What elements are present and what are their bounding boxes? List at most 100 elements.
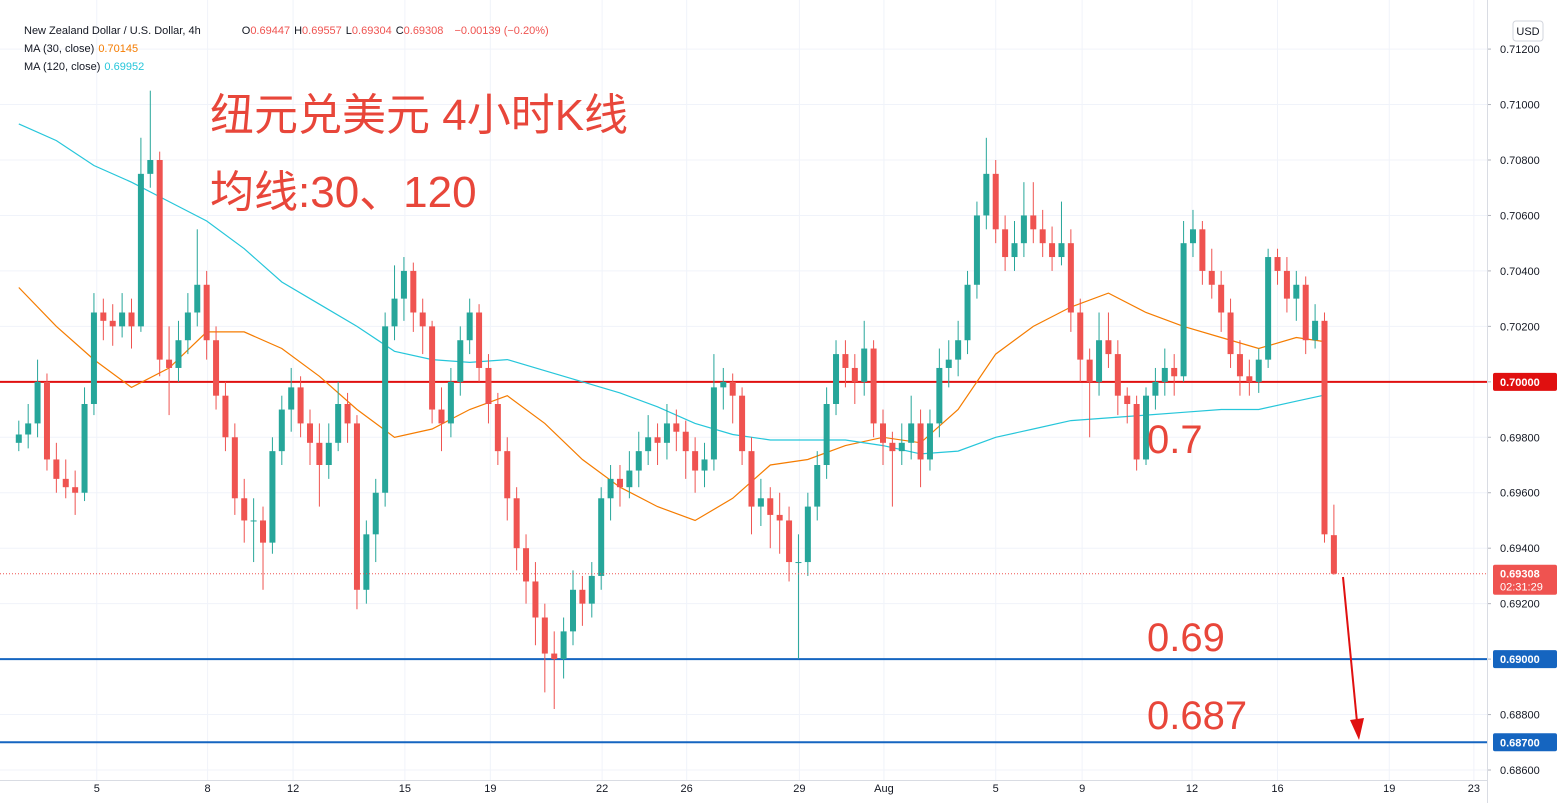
candle-body (241, 498, 248, 521)
candle-body (1180, 243, 1187, 377)
candle-body (720, 381, 727, 388)
y-tick-label: 0.69400 (1500, 543, 1540, 555)
candle-body (447, 381, 454, 424)
candle-body (1283, 270, 1290, 299)
ohlc-value: 0.69447 (250, 25, 291, 37)
candle-body (494, 404, 501, 452)
change: −0.00139 (−0.20%) (454, 25, 549, 37)
candle-body (1030, 215, 1037, 230)
annotation: 均线:30、120 (210, 168, 477, 217)
ohlc-key: C (395, 25, 404, 37)
candle-body (692, 451, 699, 471)
x-tick-label: 19 (484, 783, 496, 795)
candle-body (231, 437, 238, 499)
candle-body (382, 326, 389, 493)
arrow (1342, 576, 1358, 723)
currency-box[interactable] (1512, 20, 1544, 42)
candle-body (898, 442, 905, 452)
candle-body (194, 284, 201, 313)
y-tick-label: 0.68800 (1500, 710, 1540, 722)
candle-body (917, 423, 924, 460)
candle-body (81, 404, 88, 493)
annotation: 纽元兑美元 4小时K线 (210, 91, 628, 140)
candle-body (523, 548, 530, 582)
axis: 0.68600 0.68800 0.69000 0.69200 0.69400 0.696… (94, 44, 1557, 795)
candle-body (100, 312, 107, 321)
candle-body (983, 173, 990, 216)
candle-body (598, 498, 605, 576)
candle-body (62, 478, 69, 488)
x-tick-label: 26 (681, 783, 693, 795)
candle-body (833, 354, 840, 405)
candle-body (776, 514, 783, 521)
candle-body (1143, 395, 1150, 460)
candle-body (213, 340, 220, 396)
candle-body (1058, 243, 1065, 258)
candle-body (1274, 257, 1281, 271)
candle-body (128, 312, 135, 327)
symbol-row: New Zealand Dollar / U.S. Dollar, 4h O0.… (24, 22, 553, 40)
y-tick-label: 0.70600 (1500, 210, 1540, 222)
candle-body (663, 423, 670, 443)
candle-body (137, 173, 144, 327)
x-tick-label: 12 (287, 783, 299, 795)
candle-body (607, 478, 614, 499)
candle-body (222, 395, 229, 438)
candle-body (1208, 270, 1215, 285)
candle-body (1265, 257, 1272, 360)
candle-body (429, 326, 436, 410)
candle-body (748, 451, 755, 507)
candle-body (945, 359, 952, 368)
candle-body (616, 478, 623, 488)
level-label-box (1493, 733, 1557, 752)
ohlc-value: 0.69557 (302, 25, 342, 37)
candle-body (626, 470, 633, 488)
last-price-box (1493, 564, 1557, 595)
candle-body (466, 312, 473, 341)
candle-body (166, 359, 173, 368)
candle-body (1152, 381, 1159, 396)
candle-body (335, 404, 342, 443)
x-tick-label: 19 (1383, 783, 1395, 795)
candle-body (119, 312, 126, 327)
candle-body (410, 270, 417, 313)
candle-body (879, 423, 886, 443)
y-tick-label: 0.69600 (1500, 488, 1540, 500)
candle-body (72, 487, 79, 493)
candle-body (1227, 312, 1234, 355)
candle-body (1077, 312, 1084, 360)
candle-body (645, 437, 652, 452)
candle-body (250, 520, 257, 522)
candle-body (269, 451, 276, 543)
x-tick-label: 23 (1468, 783, 1480, 795)
candle-body (34, 381, 41, 424)
candle-body (476, 312, 483, 368)
x-tick-label: 29 (793, 783, 805, 795)
ohlc-value: 0.69304 (351, 25, 392, 37)
y-tick-label: 0.70400 (1500, 266, 1540, 278)
candle-body (1255, 359, 1262, 382)
candle-body (457, 340, 464, 382)
ma-name: MA (120, close) (24, 61, 101, 73)
candle-body (673, 423, 680, 432)
candle-body (1293, 284, 1300, 299)
x-tick-label: Aug (874, 783, 894, 795)
grid (0, 0, 1487, 780)
candle-body (1039, 229, 1046, 244)
candle-body (175, 340, 182, 368)
annotation: 0.687 (1147, 694, 1247, 738)
candle-body (109, 320, 116, 327)
x-tick-label: 22 (596, 783, 608, 795)
candle-body (541, 617, 548, 654)
candle-body (260, 520, 267, 543)
candle-body (701, 459, 708, 471)
candle-body (504, 451, 511, 499)
candle-body (1189, 229, 1196, 244)
ohlc-value: 0.69308 (403, 25, 444, 37)
candle-body (391, 298, 398, 327)
candle-body (25, 423, 32, 435)
candle-body (90, 312, 97, 405)
candle-body (288, 387, 295, 410)
